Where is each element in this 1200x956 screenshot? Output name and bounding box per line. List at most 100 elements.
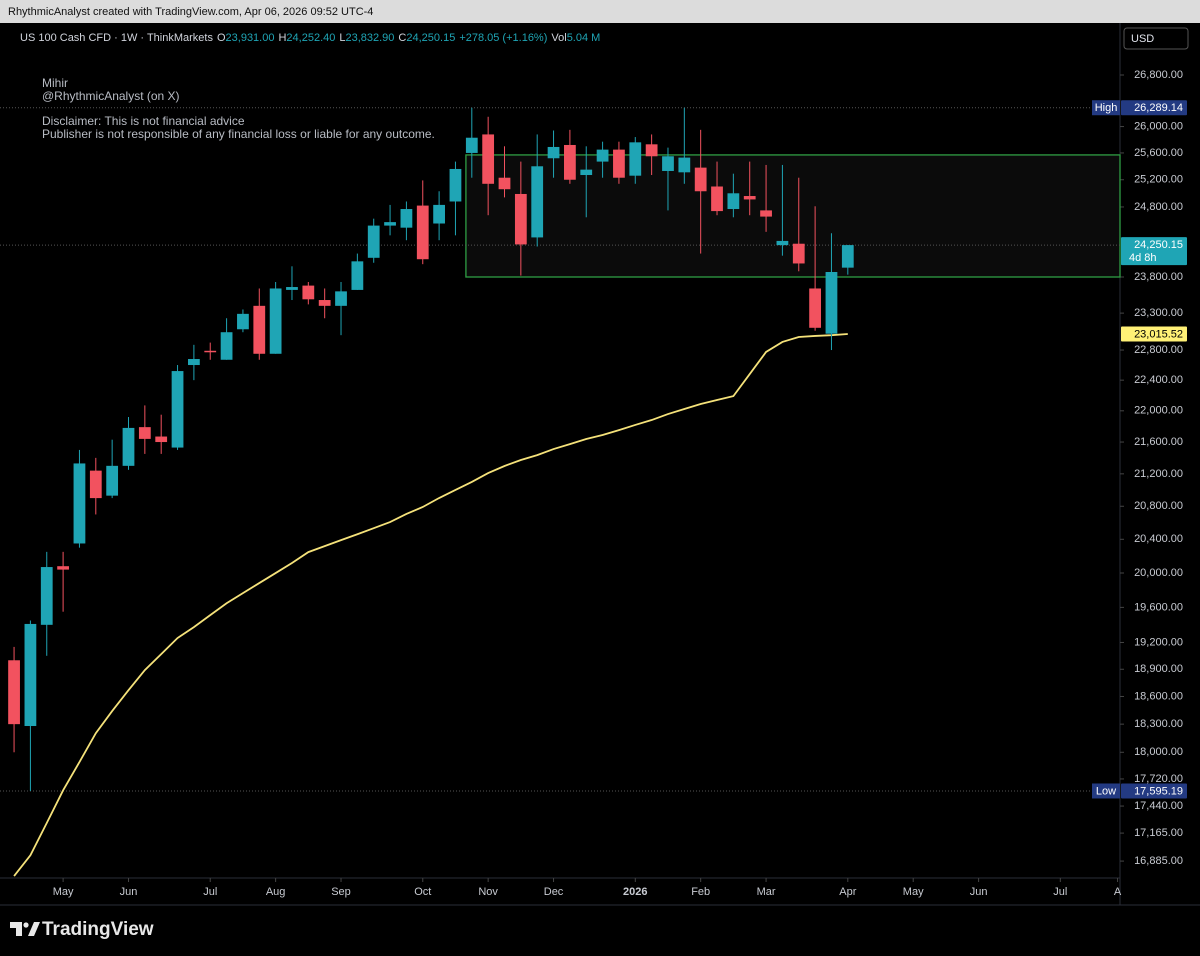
legend-value: 24,252.40 xyxy=(286,32,335,44)
y-tick-label: 23,800.00 xyxy=(1134,271,1183,283)
candle-body xyxy=(678,157,691,173)
candle-body xyxy=(220,332,233,360)
y-tick-label: 26,800.00 xyxy=(1134,69,1183,81)
candle-body xyxy=(596,149,609,162)
candle-body xyxy=(286,287,298,290)
candle-body xyxy=(743,196,756,200)
legend-vol-key: Vol xyxy=(551,32,566,44)
candle-body xyxy=(711,186,723,212)
y-tick-label: 22,000.00 xyxy=(1134,405,1183,417)
candle-body xyxy=(809,288,821,328)
candle-body xyxy=(138,427,151,439)
candle-body xyxy=(564,144,576,180)
y-tick-label: 21,200.00 xyxy=(1134,468,1183,480)
candle-body xyxy=(351,261,364,290)
legend-change: +278.05 (+1.16%) xyxy=(459,32,547,44)
y-tick-label: 20,400.00 xyxy=(1134,533,1183,545)
legend-value: 23,832.90 xyxy=(345,32,394,44)
price-tag-box xyxy=(1092,100,1120,116)
legend-vol: 5.04 M xyxy=(567,32,601,44)
note: Publisher is not responsible of any fina… xyxy=(42,127,435,141)
note: @RhythmicAnalyst (on X) xyxy=(42,89,180,103)
y-tick-label: 20,800.00 xyxy=(1134,500,1183,512)
candle-body xyxy=(384,222,396,226)
candle-body xyxy=(318,300,331,306)
x-tick-label: Apr xyxy=(839,886,856,898)
price-label: 24,250.15 xyxy=(1134,239,1183,251)
x-tick-label: Oct xyxy=(414,886,431,898)
candle-body xyxy=(531,166,544,238)
logo-dot xyxy=(23,922,29,928)
candle-body xyxy=(662,156,674,171)
candle-body xyxy=(547,146,560,159)
note: Mihir xyxy=(42,76,68,90)
y-tick-label: 16,885.00 xyxy=(1134,855,1183,867)
candle-body xyxy=(629,142,642,176)
price-label-box xyxy=(1121,100,1187,116)
moving-average xyxy=(13,333,848,877)
y-tick-label: 17,440.00 xyxy=(1134,800,1183,812)
candle-body xyxy=(204,350,217,353)
price-label: 17,595.19 xyxy=(1134,785,1183,797)
credit-bar xyxy=(0,0,1200,23)
x-tick-label: Feb xyxy=(691,886,710,898)
candle-body xyxy=(302,285,315,300)
x-tick-label: May xyxy=(53,886,74,898)
candle-body xyxy=(24,623,37,727)
candle-body xyxy=(760,210,772,217)
y-tick-label: 17,165.00 xyxy=(1134,827,1183,839)
price-label: 23,015.52 xyxy=(1134,328,1183,340)
candle-body xyxy=(237,313,249,330)
legend-key: H xyxy=(278,32,286,44)
x-tick-label: Jun xyxy=(120,886,138,898)
candle-body xyxy=(400,209,413,228)
price-label: 26,289.14 xyxy=(1134,102,1183,114)
legend-key: C xyxy=(398,32,406,44)
candle-body xyxy=(449,168,462,202)
candle-body xyxy=(465,137,478,153)
candle-body xyxy=(433,204,445,224)
currency-box xyxy=(1123,27,1189,50)
candle-body xyxy=(335,291,347,306)
candle-body xyxy=(792,243,805,264)
price-tag: Low xyxy=(1096,785,1116,797)
y-tick-label: 19,600.00 xyxy=(1134,601,1183,613)
currency: USD xyxy=(1131,33,1154,45)
y-tick-label: 21,600.00 xyxy=(1134,436,1183,448)
legend-value: 24,250.15 xyxy=(406,32,455,44)
candle-body xyxy=(171,371,184,448)
legend-symbol: US 100 Cash CFD · 1W · ThinkMarkets xyxy=(20,32,213,44)
candle-body xyxy=(694,167,707,192)
y-tick-label: 18,300.00 xyxy=(1134,718,1183,730)
candle-body xyxy=(8,660,20,725)
y-tick-label: 20,000.00 xyxy=(1134,567,1183,579)
x-tick-label: Sep xyxy=(331,886,351,898)
price-tag: High xyxy=(1095,102,1118,114)
candle-body xyxy=(645,144,658,157)
x-tick-label: Jul xyxy=(1053,886,1067,898)
y-tick-label: 24,800.00 xyxy=(1134,201,1183,213)
legend-value: 23,931.00 xyxy=(226,32,275,44)
y-tick-label: 17,720.00 xyxy=(1134,773,1183,785)
logo-shape xyxy=(10,922,40,936)
y-tick-label: 18,900.00 xyxy=(1134,663,1183,675)
price-label-box xyxy=(1121,326,1187,342)
y-tick-label: 26,000.00 xyxy=(1134,120,1183,132)
brand-logo xyxy=(10,922,40,936)
candle-body xyxy=(825,271,838,334)
y-tick-label: 22,400.00 xyxy=(1134,374,1183,386)
candle-body xyxy=(498,177,511,190)
legend-key: L xyxy=(339,32,345,44)
candle-body xyxy=(482,134,495,184)
legend-key: O xyxy=(217,32,226,44)
price-label-box xyxy=(1121,783,1187,799)
candle-body xyxy=(776,240,789,246)
y-tick-label: 23,300.00 xyxy=(1134,307,1183,319)
y-tick-label: 18,600.00 xyxy=(1134,690,1183,702)
y-tick-label: 22,800.00 xyxy=(1134,344,1183,356)
y-tick-label: 25,200.00 xyxy=(1134,174,1183,186)
candle-body xyxy=(106,465,119,496)
price-tag-box xyxy=(1092,783,1120,799)
